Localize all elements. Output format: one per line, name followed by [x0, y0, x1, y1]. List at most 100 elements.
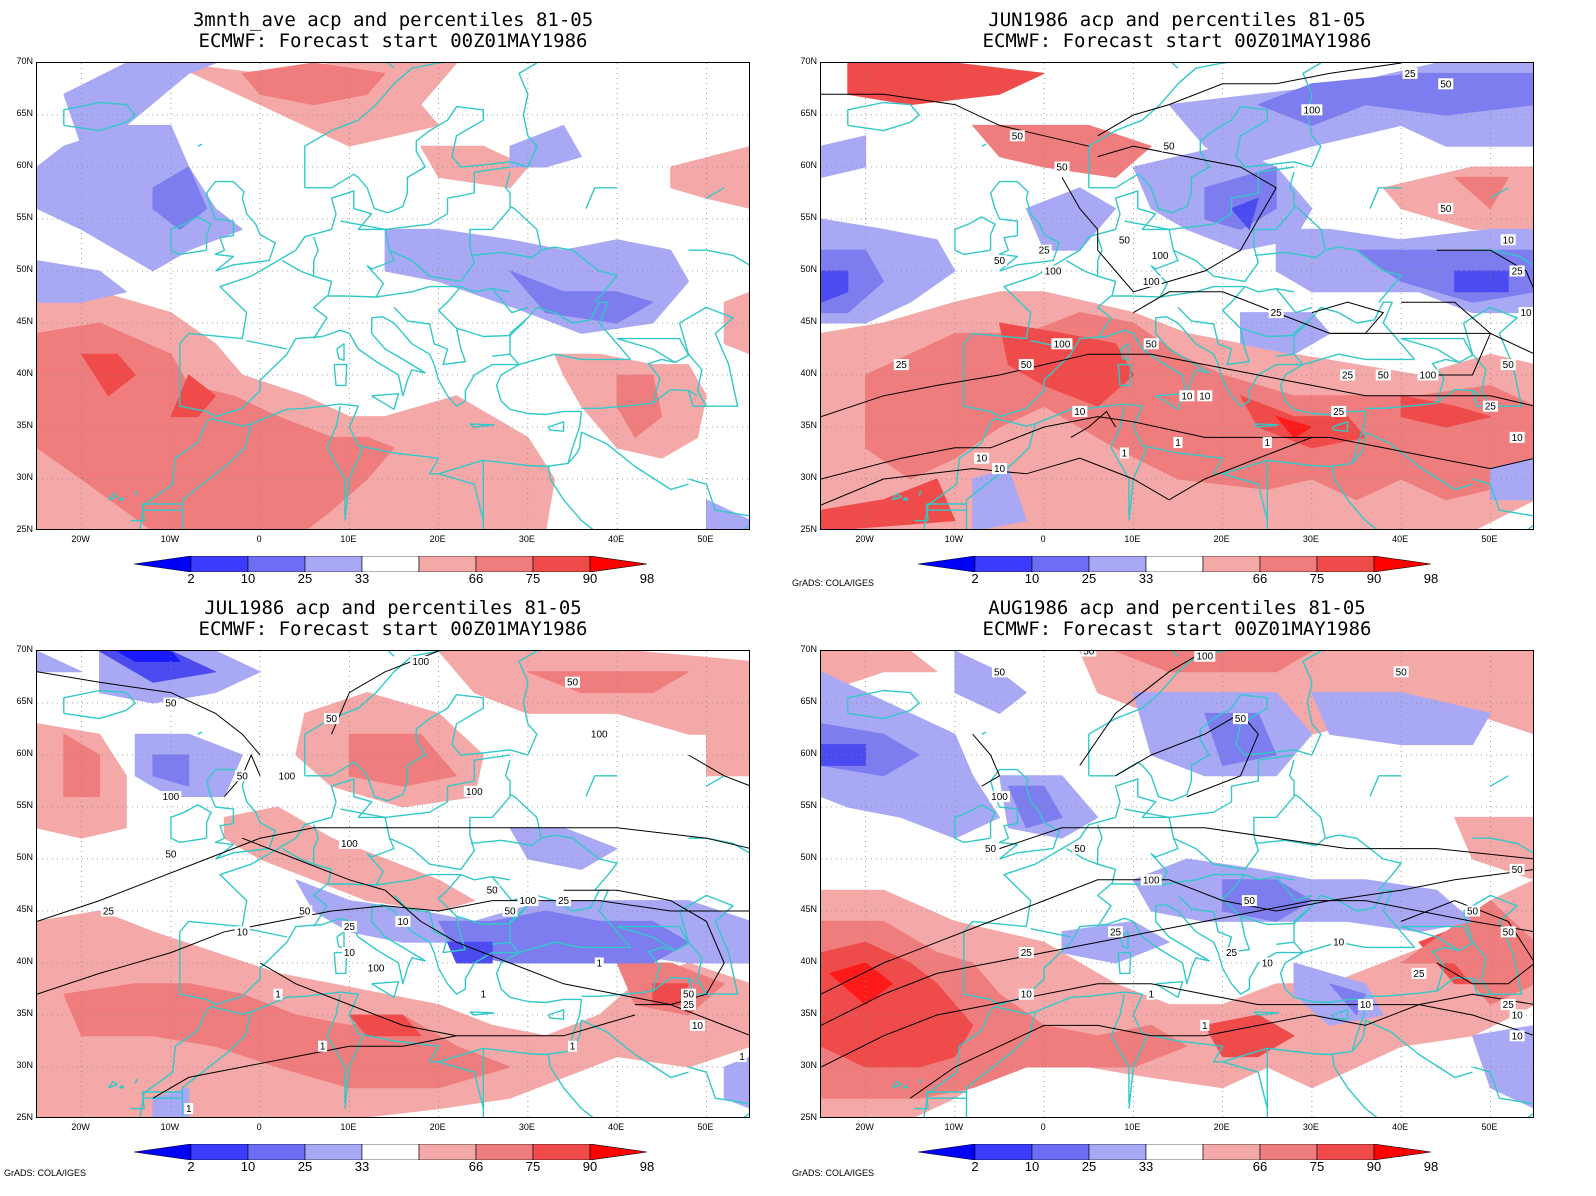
- colorbar-label: 66: [468, 1159, 484, 1174]
- coastline: [63, 689, 136, 720]
- contour-label-bg: [1518, 307, 1533, 319]
- contour-label-bg: [341, 921, 357, 933]
- contour-label-bg: [1009, 130, 1025, 142]
- coastline: [1097, 285, 1295, 339]
- colorbar-label: 25: [297, 571, 313, 586]
- coastline: [1490, 187, 1509, 199]
- coastline: [205, 768, 277, 860]
- percentile-shade: [348, 733, 457, 787]
- coastline: [581, 925, 690, 997]
- contour-label: 10: [1262, 959, 1274, 970]
- contour-label: 10: [976, 454, 988, 465]
- contour-label-bg: [974, 452, 990, 464]
- coastline: [547, 465, 551, 480]
- coastline: [179, 301, 632, 418]
- contour-label-bg: [324, 713, 340, 725]
- contour-label-bg: [1482, 400, 1498, 412]
- grads-credit: GrADS: COLA/IGES: [4, 1168, 87, 1178]
- contour-label-bg: [163, 697, 179, 709]
- contour-label: 1: [570, 1042, 576, 1053]
- contour-label-bg: [1119, 447, 1129, 459]
- percentile-shade: [63, 733, 100, 798]
- lat-tick-label: 40N: [800, 956, 817, 966]
- lon-tick-label: 20W: [71, 534, 90, 544]
- contour-label: 1: [1175, 438, 1181, 449]
- contour-label-bg: [1072, 405, 1088, 417]
- contour-label-bg: [1018, 359, 1034, 371]
- lat-tick-label: 30N: [16, 472, 33, 482]
- lon-tick-label: 50E: [1481, 1122, 1498, 1132]
- lon-tick-label: 10E: [1124, 1122, 1141, 1132]
- coastline: [179, 166, 511, 345]
- lon-tick-label: 40E: [608, 1122, 625, 1132]
- colorbar: 2 10 25 33 66 75 90 98: [917, 555, 1438, 596]
- contour-label-bg: [1500, 999, 1516, 1011]
- coastline: [706, 187, 725, 199]
- contour-label: 100: [1152, 251, 1169, 262]
- percentile-shade: [420, 145, 529, 189]
- lon-tick-label: 20W: [71, 1122, 90, 1132]
- percentile-shade: [1454, 270, 1509, 293]
- coastline: [1240, 320, 1310, 338]
- coastline: [678, 894, 739, 995]
- coastline: [1253, 423, 1279, 428]
- contour-label-bg: [556, 895, 572, 907]
- coastline: [170, 216, 212, 256]
- lat-tick-label: 35N: [16, 420, 33, 430]
- contour-label: 100: [991, 792, 1008, 803]
- coastline: [509, 205, 542, 251]
- colorbar-arrow-left: [917, 1143, 976, 1161]
- coastline: [981, 731, 987, 735]
- climatology-contour: [37, 827, 749, 922]
- climatology-contour: [688, 754, 749, 786]
- coastline: [179, 754, 511, 933]
- panel-jun: JUN1986 acp and percentiles 81-05 ECMWF: …: [784, 0, 1568, 588]
- contour-label-bg: [1500, 359, 1516, 371]
- contour-label: 50: [165, 699, 177, 710]
- title-line-1: JUN1986 acp and percentiles 81-05: [988, 9, 1366, 31]
- coastline: [1351, 447, 1365, 464]
- climatology-contour: [1400, 900, 1533, 985]
- colorbar-label: 2: [187, 571, 195, 586]
- contour-label: 25: [558, 896, 570, 907]
- coastline: [118, 497, 125, 501]
- climatology-contour: [910, 993, 1533, 1099]
- grads-credit: GrADS: COLA/IGES: [792, 1168, 875, 1178]
- contour-label: 25: [1271, 308, 1283, 319]
- lat-tick-label: 50N: [800, 264, 817, 274]
- contour-label: 50: [1467, 907, 1479, 918]
- contour-label: 1: [186, 1104, 192, 1115]
- lat-tick-label: 45N: [16, 316, 33, 326]
- coastline: [1097, 824, 1103, 865]
- contour-label-bg: [893, 359, 909, 371]
- colorbar: 2 10 25 33 66 75 90 98: [133, 555, 654, 596]
- contour-label: 50: [985, 844, 997, 855]
- lon-tick-label: 0: [1040, 534, 1046, 544]
- coastline: [1222, 473, 1268, 521]
- percentile-shade: [821, 135, 867, 178]
- contour-label-bg: [234, 926, 250, 938]
- coastline: [1171, 651, 1179, 657]
- coastline: [1275, 288, 1313, 314]
- contour-label-bg: [1465, 905, 1481, 917]
- climatology-contour: [1311, 301, 1385, 334]
- contour-label: 50: [326, 714, 338, 725]
- coastline: [282, 259, 333, 297]
- contour-label: 50: [994, 667, 1006, 678]
- colorbar-label: 75: [1309, 1159, 1325, 1174]
- title-line-2: ECMWF: Forecast start 00Z01MAY1986: [982, 618, 1372, 640]
- coastline: [1117, 951, 1132, 975]
- panel-3mnth: 3mnth_ave acp and percentiles 81-05 ECMWF…: [0, 0, 784, 588]
- contour-label-bg: [1149, 249, 1171, 261]
- coastline: [1253, 1011, 1279, 1016]
- contour-label-bg: [1036, 244, 1052, 256]
- contour-label-bg: [1340, 369, 1356, 381]
- coastline: [371, 393, 400, 410]
- coastline: [1088, 651, 1321, 776]
- percentile-shade: [152, 754, 190, 787]
- lon-tick-label: 10E: [340, 534, 357, 544]
- lon-tick-label: 20W: [855, 534, 874, 544]
- percentile-shade: [723, 292, 749, 354]
- coastline: [923, 353, 1415, 529]
- percentile-shade: [447, 941, 493, 964]
